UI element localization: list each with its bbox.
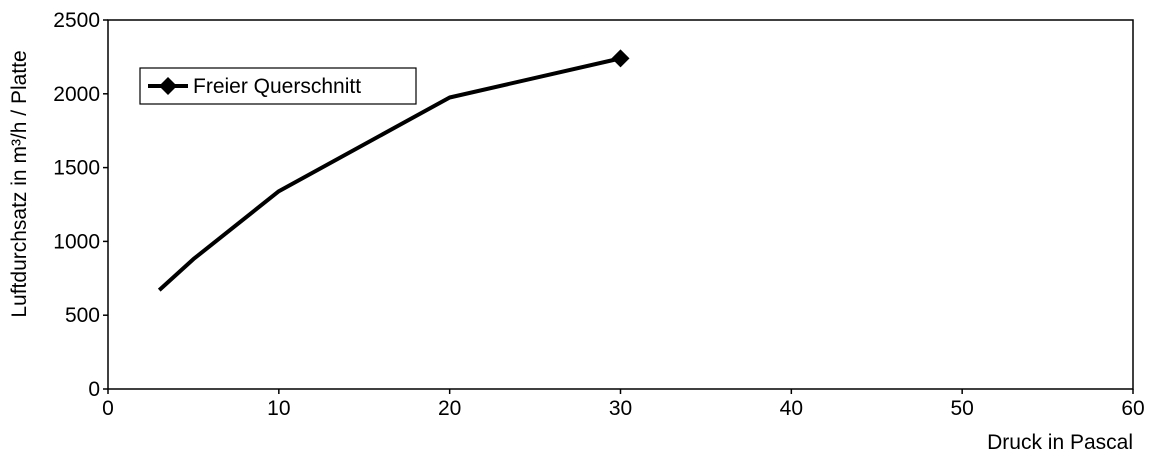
x-tick-label: 40 <box>780 397 803 420</box>
y-tick-label: 1000 <box>53 230 100 253</box>
x-tick-label: 10 <box>267 397 290 420</box>
legend-label: Freier Querschnitt <box>193 75 361 98</box>
x-tick-label: 60 <box>1121 397 1144 420</box>
y-tick-label: 2000 <box>53 83 100 106</box>
y-tick-label: 1500 <box>53 157 100 180</box>
x-tick-label: 20 <box>438 397 461 420</box>
y-tick-label: 2500 <box>53 9 100 32</box>
y-tick-label: 0 <box>88 378 100 401</box>
y-tick-label: 500 <box>65 304 100 327</box>
series-line-freier-querschnitt <box>157 56 621 292</box>
x-tick-label: 30 <box>609 397 632 420</box>
x-tick-label: 0 <box>102 397 114 420</box>
legend-diamond-marker <box>159 77 177 95</box>
y-axis-title: Luftdurchsatz in m³/h / Platte <box>8 50 31 317</box>
data-point-marker <box>611 49 630 68</box>
legend: Freier Querschnitt <box>139 67 417 105</box>
x-axis-title: Druck in Pascal <box>987 431 1133 454</box>
x-tick-label: 50 <box>950 397 973 420</box>
